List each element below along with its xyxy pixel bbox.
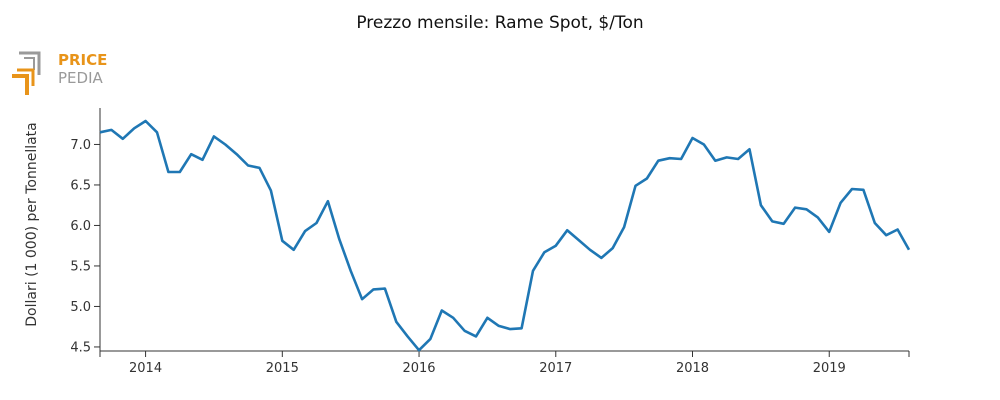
data-point [873, 221, 877, 225]
data-point [770, 219, 774, 223]
logo-text-pedia: PEDIA [58, 69, 103, 87]
data-point [804, 207, 808, 211]
logo-mark-orange [12, 74, 29, 95]
data-point [485, 316, 489, 320]
data-point [793, 206, 797, 210]
data-point [577, 238, 581, 242]
data-point [269, 189, 273, 193]
x-tick-label: 2015 [266, 361, 299, 376]
data-point [554, 244, 558, 248]
data-point [451, 316, 455, 320]
series-group [98, 119, 911, 352]
x-tick-label: 2016 [402, 361, 435, 376]
data-point [189, 152, 193, 156]
data-point [178, 170, 182, 174]
data-point [656, 159, 660, 163]
data-point [394, 320, 398, 324]
data-point [280, 239, 284, 243]
data-point [896, 228, 900, 232]
data-point [235, 152, 239, 156]
data-point [668, 156, 672, 160]
data-point [907, 248, 911, 252]
data-point [759, 203, 763, 207]
data-point [121, 137, 125, 141]
data-point [588, 248, 592, 252]
y-tick-label: 4.5 [70, 340, 91, 355]
data-point [531, 269, 535, 273]
data-point [337, 237, 341, 241]
data-point [201, 158, 205, 162]
data-point [839, 201, 843, 205]
data-point [428, 337, 432, 341]
data-point [679, 157, 683, 161]
x-axis-ticks: 2014 2015 2016 2017 2018 2019 [99, 351, 910, 376]
data-point [884, 233, 888, 237]
data-point [713, 159, 717, 163]
data-point [565, 228, 569, 232]
data-point [816, 215, 820, 219]
data-point [155, 130, 159, 134]
data-point [212, 134, 216, 138]
data-point [827, 230, 831, 234]
data-point [747, 147, 751, 151]
data-point [725, 155, 729, 159]
data-point [258, 166, 262, 170]
data-point [383, 287, 387, 291]
data-point [645, 176, 649, 180]
data-point [611, 246, 615, 250]
y-tick-label: 5.0 [70, 300, 91, 315]
data-point [861, 188, 865, 192]
data-point [109, 128, 113, 132]
data-point [303, 229, 307, 233]
y-axis-label: Dollari (1 000) per Tonnellata [24, 122, 40, 326]
data-point [850, 187, 854, 191]
logo-text-price: PRICE [58, 51, 107, 69]
data-point [292, 248, 296, 252]
data-point [691, 136, 695, 140]
x-tick-label: 2017 [539, 361, 572, 376]
logo-mark-orange-inner [17, 68, 35, 86]
data-point [463, 329, 467, 333]
data-point [782, 222, 786, 226]
y-axis-ticks: 4.5 5.0 5.5 6.0 6.5 7.0 [70, 138, 100, 355]
logo-mark-gray [19, 51, 41, 75]
x-tick-label: 2019 [813, 361, 846, 376]
data-point [326, 199, 330, 203]
data-point [634, 184, 638, 188]
data-point [360, 297, 364, 301]
data-point [508, 327, 512, 331]
data-point [349, 269, 353, 273]
chart-title: Prezzo mensile: Rame Spot, $/Ton [356, 13, 643, 33]
data-point [736, 157, 740, 161]
data-point [144, 119, 148, 123]
data-point [497, 324, 501, 328]
pricepedia-logo: PRICE PEDIA [12, 51, 107, 95]
data-point [166, 170, 170, 174]
data-point [520, 326, 524, 330]
data-point [98, 130, 102, 134]
data-point [702, 142, 706, 146]
data-point [474, 334, 478, 338]
data-point [246, 164, 250, 168]
data-point [542, 250, 546, 254]
y-tick-label: 7.0 [70, 138, 91, 153]
data-point [314, 221, 318, 225]
data-point [223, 142, 227, 146]
data-point [440, 309, 444, 313]
y-tick-label: 5.5 [70, 259, 91, 274]
x-tick-label: 2018 [676, 361, 709, 376]
x-tick-label: 2014 [129, 361, 162, 376]
series-line-copper-price [99, 119, 911, 352]
data-point [371, 287, 375, 291]
logo-mark-gray-inner [24, 57, 35, 70]
data-point [622, 225, 626, 229]
data-point [599, 256, 603, 260]
data-point [417, 348, 421, 352]
data-point [132, 126, 136, 130]
y-tick-label: 6.5 [70, 178, 91, 193]
y-tick-label: 6.0 [70, 219, 91, 234]
data-point [406, 334, 410, 338]
